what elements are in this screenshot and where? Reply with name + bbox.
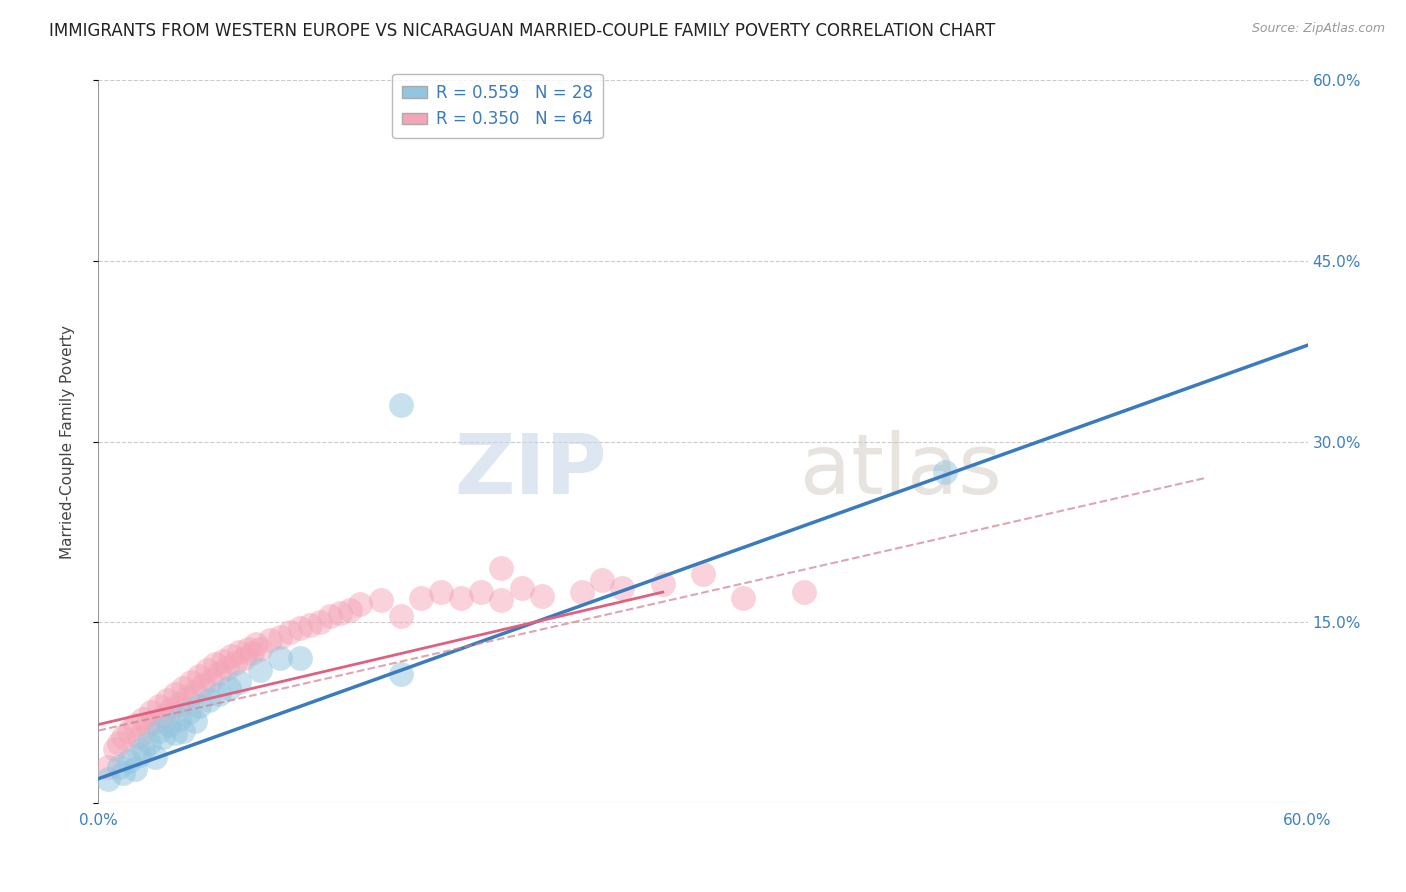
Point (97, 772, 120, 786)
Point (571, 585, 593, 599)
Point (389, 667, 412, 681)
Point (188, 669, 211, 683)
Point (430, 585, 453, 599)
Point (208, 687, 231, 701)
Point (179, 706, 201, 720)
Point (591, 573, 613, 587)
Point (221, 648, 243, 663)
Point (132, 712, 155, 726)
Point (288, 651, 311, 665)
Point (370, 593, 392, 607)
Point (111, 765, 134, 780)
Text: ZIP: ZIP (454, 430, 606, 511)
Point (132, 741, 155, 756)
Point (934, 465, 956, 479)
Point (167, 712, 190, 726)
Point (319, 609, 342, 624)
Point (245, 637, 267, 651)
Point (692, 567, 714, 582)
Point (163, 687, 186, 701)
Point (176, 690, 198, 704)
Legend: R = 0.559   N = 28, R = 0.350   N = 64: R = 0.559 N = 28, R = 0.350 N = 64 (392, 74, 603, 138)
Point (651, 576, 673, 591)
Point (163, 726, 186, 740)
Point (249, 641, 271, 656)
Point (228, 645, 250, 659)
Point (139, 706, 162, 720)
Point (236, 641, 259, 656)
Point (450, 591, 472, 605)
Text: atlas: atlas (800, 430, 1001, 511)
Point (259, 633, 281, 648)
Point (208, 665, 231, 680)
Point (184, 714, 207, 728)
Point (329, 606, 352, 620)
Point (224, 656, 246, 670)
Point (143, 750, 166, 764)
Point (349, 597, 371, 611)
Point (138, 735, 160, 749)
Point (128, 747, 150, 762)
Point (200, 673, 222, 687)
Point (530, 589, 553, 603)
Point (218, 681, 240, 696)
Point (491, 593, 513, 607)
Point (157, 717, 180, 731)
Point (288, 621, 311, 635)
Point (389, 398, 412, 412)
Point (612, 582, 634, 596)
Point (309, 615, 332, 630)
Point (107, 735, 129, 749)
Point (249, 664, 271, 678)
Point (172, 723, 194, 738)
Point (204, 657, 226, 672)
Point (389, 609, 412, 624)
Point (160, 702, 183, 716)
Y-axis label: Married-Couple Family Poverty: Married-Couple Family Poverty (60, 325, 75, 558)
Point (232, 651, 254, 665)
Text: Source: ZipAtlas.com: Source: ZipAtlas.com (1251, 22, 1385, 36)
Point (409, 591, 432, 605)
Point (103, 741, 125, 756)
Point (143, 714, 166, 728)
Point (107, 760, 129, 774)
Point (124, 717, 146, 731)
Point (217, 661, 239, 675)
Point (148, 723, 170, 738)
Point (111, 730, 134, 744)
Point (299, 617, 322, 632)
Point (118, 723, 141, 738)
Point (135, 717, 157, 731)
Point (195, 664, 218, 678)
Point (156, 693, 179, 707)
Point (128, 730, 150, 744)
Point (193, 678, 215, 692)
Point (148, 699, 170, 714)
Point (180, 675, 202, 690)
Point (269, 651, 291, 665)
Point (491, 561, 513, 575)
Point (172, 681, 194, 696)
Point (510, 582, 533, 596)
Point (124, 762, 146, 776)
Point (228, 675, 250, 690)
Point (470, 585, 492, 599)
Point (152, 730, 174, 744)
Point (269, 630, 291, 644)
Point (167, 697, 190, 711)
Point (240, 647, 263, 661)
Point (152, 709, 174, 723)
Point (212, 654, 235, 668)
Text: IMMIGRANTS FROM WESTERN EUROPE VS NICARAGUAN MARRIED-COUPLE FAMILY POVERTY CORRE: IMMIGRANTS FROM WESTERN EUROPE VS NICARA… (49, 22, 995, 40)
Point (97, 760, 120, 774)
Point (793, 585, 815, 599)
Point (733, 591, 755, 605)
Point (118, 754, 141, 768)
Point (198, 693, 221, 707)
Point (339, 603, 361, 617)
Point (184, 685, 207, 699)
Point (188, 699, 211, 714)
Point (278, 624, 301, 639)
